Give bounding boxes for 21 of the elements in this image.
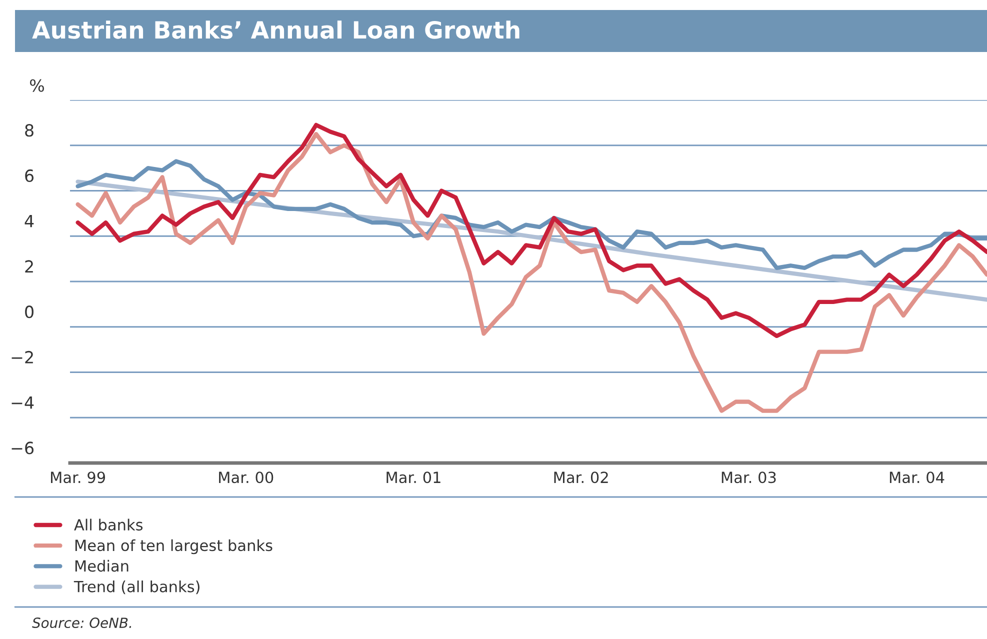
x-tick-label: Mar. 04 <box>890 472 944 484</box>
chart-title: Austrian Banks’ Annual Loan Growth <box>32 20 520 39</box>
legend-label: Mean of ten largest banks <box>75 539 272 554</box>
y-axis-title: % <box>30 79 44 92</box>
source-note: Source: OeNB. <box>32 618 132 628</box>
x-tick-label: Mar. 03 <box>722 472 776 484</box>
y-tick-label: 0 <box>25 306 34 318</box>
y-tick-label: −6 <box>12 442 34 454</box>
x-tick-label: Mar. 99 <box>51 472 106 484</box>
y-tick-label: 6 <box>25 169 34 182</box>
x-tick-label: Mar. 01 <box>386 472 440 484</box>
y-tick-label: −2 <box>12 350 33 364</box>
y-tick-label: 8 <box>25 124 34 137</box>
legend-label: All banks <box>74 518 143 531</box>
y-tick-label: −4 <box>12 396 34 409</box>
y-tick-label: 4 <box>24 215 34 228</box>
y-tick-label: 2 <box>25 260 33 273</box>
legend-label: Trend (all banks) <box>74 580 200 594</box>
legend-label: Median <box>75 560 128 572</box>
x-tick-label: Mar. 02 <box>554 472 608 484</box>
x-tick-label: Mar. 00 <box>219 472 274 484</box>
